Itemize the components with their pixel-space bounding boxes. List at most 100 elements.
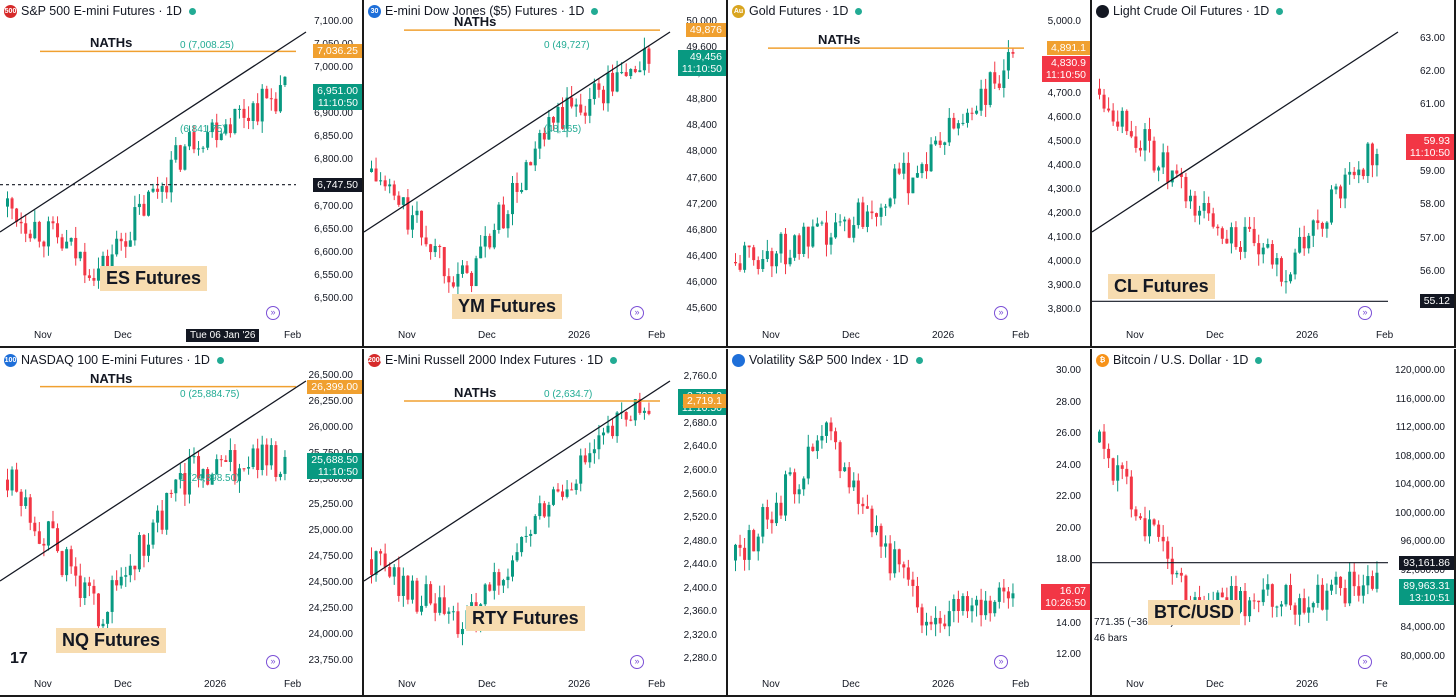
trend-line[interactable] (0, 31, 307, 233)
price-badge: 49,456 11:10:50 (677, 50, 726, 77)
candle-body (415, 210, 419, 216)
candle-body (256, 448, 260, 470)
fast-forward-icon[interactable]: » (1358, 306, 1372, 320)
chart-panel-btc[interactable]: ₿ Bitcoin / U.S. Dollar · 1D 120,000.00 116… (1092, 349, 1456, 697)
chart-title[interactable]: Au Gold Futures · 1D (732, 4, 863, 18)
candle-body (1098, 88, 1101, 95)
candle-body (1243, 226, 1247, 252)
nath-label: NATHs (90, 370, 133, 386)
candle-body (397, 195, 401, 205)
candle-body (388, 567, 392, 577)
candle-body (1179, 572, 1183, 576)
candle-body (278, 85, 282, 112)
candle-body (1339, 186, 1343, 199)
chart-panel-nq[interactable]: 100 NASDAQ 100 E-mini Futures · 1D NATHs 26… (0, 349, 364, 697)
candle-body (1129, 131, 1133, 137)
candle-body (629, 419, 633, 421)
candle-body (429, 584, 433, 604)
candle-body (174, 145, 178, 160)
fast-forward-icon[interactable]: » (1358, 655, 1372, 669)
candle-body (74, 237, 78, 259)
fast-forward-icon[interactable]: » (630, 306, 644, 320)
fast-forward-icon[interactable]: » (266, 306, 280, 320)
candle-body (1270, 244, 1274, 265)
candle-body (56, 223, 60, 238)
chart-title[interactable]: ₿ Bitcoin / U.S. Dollar · 1D (1096, 353, 1263, 367)
candle-body (820, 435, 824, 441)
candle-body (1234, 227, 1238, 247)
candle-body (624, 72, 628, 77)
chart-svg-cl[interactable] (1092, 0, 1456, 348)
candle-body (1284, 585, 1288, 605)
trend-line[interactable] (1092, 31, 1399, 233)
chart-svg-ym[interactable] (364, 0, 728, 348)
candle-body (815, 440, 819, 452)
candle-body (761, 259, 765, 270)
candle-body (588, 99, 592, 116)
candle-body (206, 132, 210, 148)
candle-body (1302, 236, 1306, 249)
trend-line[interactable] (364, 380, 671, 582)
candle-body (1293, 252, 1297, 275)
chart-title[interactable]: 100 NASDAQ 100 E-mini Futures · 1D (4, 353, 224, 367)
candle-body (183, 473, 187, 495)
fast-forward-icon[interactable]: » (994, 306, 1008, 320)
candle-body (524, 162, 528, 190)
trend-line[interactable] (364, 31, 671, 233)
candle-body (1229, 227, 1233, 244)
fast-forward-icon[interactable]: » (630, 655, 644, 669)
candle-body (115, 238, 119, 255)
chart-svg-es[interactable] (0, 0, 364, 348)
y-axis-tick-label: 2,520.0 (683, 512, 717, 524)
chart-title[interactable]: 500 S&P 500 E-mini Futures · 1D (4, 4, 196, 18)
price-badge: 26,399.00 (307, 379, 362, 394)
y-axis-tick-label: 84,000.00 (1400, 622, 1446, 634)
chart-panel-vix[interactable]: Volatility S&P 500 Index · 1D 30.00 28.00 2… (728, 349, 1092, 697)
candle-body (6, 198, 9, 207)
y-axis-tick-label: 80,000.00 (1400, 650, 1446, 662)
chart-panel-cl[interactable]: Light Crude Oil Futures · 1D 63.00 62.00 61… (1092, 0, 1456, 348)
chart-svg-rty[interactable] (364, 349, 728, 697)
chart-title[interactable]: 2000 E-Mini Russell 2000 Index Futures · … (368, 353, 618, 367)
chart-svg-btc[interactable] (1092, 349, 1456, 697)
y-axis-tick-label: 6,700.00 (314, 200, 353, 212)
market-open-dot-icon (216, 356, 224, 364)
chart-svg-gc[interactable] (728, 0, 1092, 348)
candle-body (779, 502, 783, 516)
candle-body (1279, 258, 1283, 282)
candle-body (579, 455, 583, 484)
trend-line[interactable] (0, 380, 307, 582)
chart-panel-es[interactable]: 500 S&P 500 E-mini Futures · 1D NATHs 7,100… (0, 0, 364, 348)
candle-body (1207, 203, 1211, 214)
chart-title[interactable]: Light Crude Oil Futures · 1D (1096, 4, 1284, 18)
fast-forward-icon[interactable]: » (266, 655, 280, 669)
candle-body (429, 244, 433, 253)
chart-svg-nq[interactable] (0, 349, 364, 697)
candle-body (1152, 140, 1156, 171)
candle-body (1298, 236, 1302, 253)
candle-body (1275, 258, 1279, 265)
candle-body (1334, 576, 1338, 585)
candle-body (738, 263, 742, 270)
chart-title[interactable]: Volatility S&P 500 Index · 1D (732, 353, 923, 367)
candle-body (106, 611, 110, 624)
candle-body (497, 572, 501, 586)
candle-body (570, 489, 574, 491)
chart-svg-vix[interactable] (728, 349, 1092, 697)
fast-forward-icon[interactable]: » (994, 655, 1008, 669)
candle-body (69, 237, 73, 242)
candle-body (565, 97, 569, 129)
candle-body (1098, 431, 1101, 443)
chart-panel-rty[interactable]: 2000 E-Mini Russell 2000 Index Futures · … (364, 349, 728, 697)
candle-body (201, 147, 205, 149)
candle-body (69, 549, 73, 567)
chart-title[interactable]: 30 E-mini Dow Jones ($5) Futures · 1D (368, 4, 599, 18)
y-axis-tick-label: 24,750.00 (308, 551, 354, 563)
candle-body (752, 247, 756, 261)
chart-panel-ym[interactable]: 30 E-mini Dow Jones ($5) Futures · 1D NATH… (364, 0, 728, 348)
candle-body (633, 399, 637, 421)
candle-body (15, 208, 19, 222)
candle-body (606, 72, 610, 104)
y-axis-tick-label: 6,500.00 (314, 292, 353, 304)
